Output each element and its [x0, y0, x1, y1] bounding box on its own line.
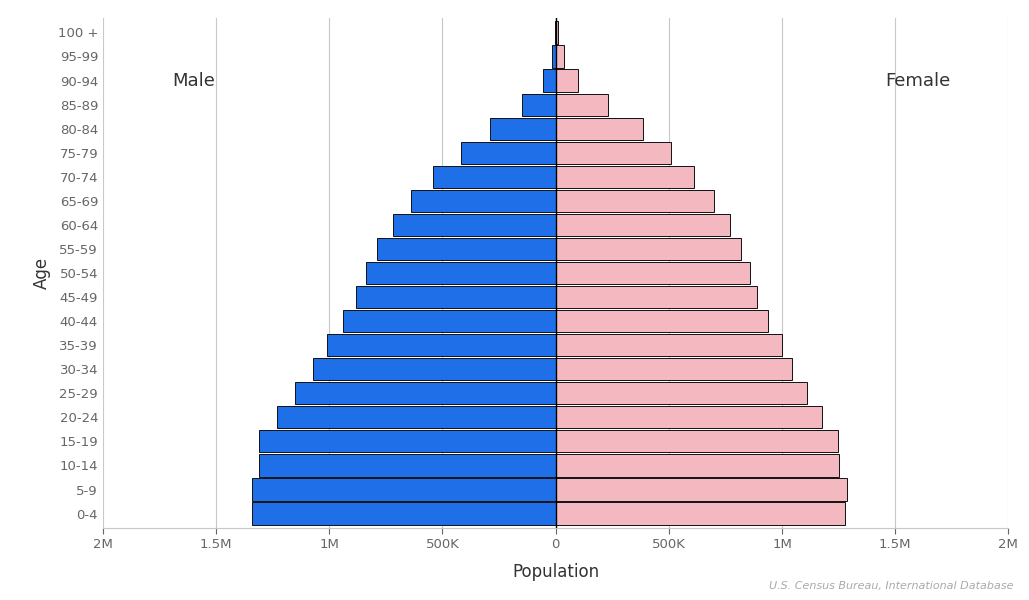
Bar: [556, 358, 792, 380]
X-axis label: Population: Population: [512, 563, 599, 581]
Bar: [327, 334, 556, 356]
Bar: [356, 286, 556, 308]
Bar: [553, 46, 556, 68]
Bar: [490, 118, 556, 140]
Bar: [556, 142, 671, 164]
Bar: [295, 382, 556, 404]
Bar: [556, 166, 694, 188]
Text: Male: Male: [172, 71, 215, 89]
Bar: [556, 334, 782, 356]
Bar: [393, 214, 556, 236]
Bar: [433, 166, 556, 188]
Bar: [461, 142, 556, 164]
Text: U.S. Census Bureau, International Database: U.S. Census Bureau, International Databa…: [769, 581, 1014, 591]
Bar: [556, 118, 643, 140]
Bar: [377, 238, 556, 260]
Bar: [314, 358, 556, 380]
Bar: [556, 502, 846, 524]
Text: Female: Female: [885, 71, 951, 89]
Bar: [365, 262, 556, 284]
Bar: [277, 406, 556, 428]
Bar: [259, 454, 556, 476]
Bar: [556, 430, 838, 452]
Bar: [259, 430, 556, 452]
Bar: [556, 70, 578, 92]
Bar: [556, 190, 714, 212]
Bar: [556, 46, 564, 68]
Bar: [543, 70, 556, 92]
Bar: [556, 22, 558, 43]
Bar: [556, 310, 769, 332]
Bar: [252, 478, 556, 500]
Bar: [556, 94, 608, 116]
Bar: [252, 502, 556, 524]
Y-axis label: Age: Age: [33, 257, 50, 289]
Bar: [556, 478, 847, 500]
Bar: [556, 262, 750, 284]
Bar: [556, 454, 839, 476]
Bar: [556, 238, 741, 260]
Bar: [556, 214, 730, 236]
Bar: [343, 310, 556, 332]
Bar: [411, 190, 556, 212]
Bar: [556, 406, 821, 428]
Bar: [556, 382, 807, 404]
Bar: [522, 94, 556, 116]
Bar: [556, 286, 757, 308]
